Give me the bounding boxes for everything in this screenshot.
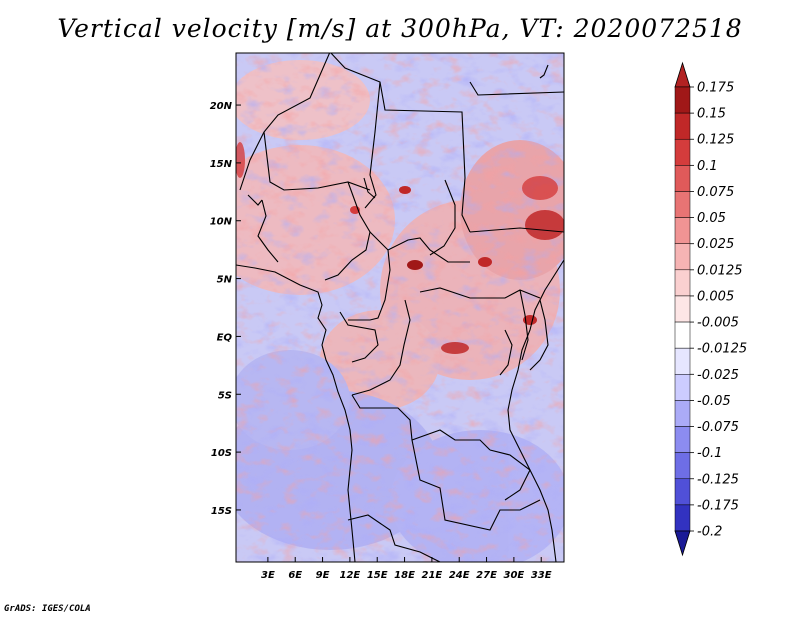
colorbar-label: 0.1: [697, 159, 718, 174]
colorbar-label: 0.15: [697, 107, 726, 122]
colorbar-swatch: [674, 426, 691, 453]
map-frame: [235, 52, 565, 563]
lat-tick-label: 15N: [210, 159, 233, 170]
colorbar-label: -0.05: [697, 394, 731, 409]
colorbar-min-arrow: [674, 530, 691, 557]
colorbar-swatch: [674, 374, 691, 401]
lat-tick-label: EQ: [217, 332, 233, 343]
colorbar-swatch: [674, 321, 691, 349]
latitude-axis: 20N 15N 10N 5N EQ 5S 10S 15S: [210, 101, 241, 517]
lon-tick-label: 27E: [476, 570, 497, 581]
colorbar-label: -0.2: [697, 525, 722, 540]
lat-tick-label: 5N: [217, 275, 233, 286]
map-plot-area: [236, 53, 564, 562]
lon-tick-label: 30E: [504, 570, 525, 581]
colorbar-label: -0.005: [697, 316, 739, 331]
lon-tick-label: 9E: [316, 570, 330, 581]
colorbar-swatch: [674, 400, 691, 427]
colorbar-swatch: [674, 243, 691, 271]
colorbar-label: -0.075: [697, 420, 739, 435]
colorbar-swatch: [674, 191, 691, 218]
colorbar-swatch: [674, 217, 691, 244]
lon-tick-label: 15E: [367, 570, 388, 581]
lon-tick-label: 33E: [531, 570, 552, 581]
lat-tick-label: 10N: [210, 217, 233, 228]
colorbar-swatch: [674, 452, 691, 480]
colorbar-label: -0.125: [697, 472, 739, 487]
lon-tick-label: 24E: [449, 570, 470, 581]
colorbar-swatch: [674, 138, 691, 166]
lon-tick-label: 18E: [394, 570, 415, 581]
lon-tick-label: 6E: [288, 570, 302, 581]
colorbar-max-arrow: [674, 61, 691, 88]
colorbar-label: -0.0125: [697, 342, 747, 357]
colorbar-label: 0.125: [697, 133, 734, 148]
colorbar-swatch: [674, 86, 691, 114]
colorbar-label: 0.005: [697, 289, 734, 304]
colorbar-swatch: [674, 504, 691, 532]
colorbar-swatch: [674, 295, 691, 323]
lat-tick-label: 15S: [211, 506, 232, 517]
colorbar-label: 0.0125: [697, 263, 743, 278]
colorbar-label: -0.1: [697, 446, 722, 461]
lat-tick-label: 10S: [211, 448, 232, 459]
lat-tick-label: 5S: [218, 390, 232, 401]
grads-credit: GrADS: IGES/COLA: [4, 604, 91, 614]
colorbar-label: -0.025: [697, 368, 739, 383]
colorbar-label: 0.175: [697, 81, 734, 96]
colorbar: 0.175 0.15 0.125 0.1 0.075 0.05 0.025 0.0125 0.0…: [674, 61, 747, 557]
colorbar-label: 0.025: [697, 237, 734, 252]
lon-tick-label: 3E: [261, 570, 275, 581]
colorbar-label: -0.175: [697, 498, 739, 513]
colorbar-swatch: [674, 347, 691, 375]
lon-tick-label: 12E: [340, 570, 361, 581]
lon-tick-label: 21E: [422, 570, 443, 581]
colorbar-swatch: [674, 165, 691, 192]
map-title: Vertical velocity [m/s] at 300hPa, VT: 2…: [57, 14, 743, 43]
colorbar-swatch: [674, 112, 691, 140]
colorbar-label: 0.05: [697, 211, 726, 226]
colorbar-swatch: [674, 269, 691, 297]
lat-tick-label: 20N: [210, 101, 233, 112]
colorbar-swatch: [674, 478, 691, 506]
colorbar-label: 0.075: [697, 185, 734, 200]
coastlines-and-borders: [236, 53, 564, 562]
longitude-axis: 3E 6E 9E 12E 15E 18E 21E 24E 27E 30E 33E: [261, 557, 552, 581]
